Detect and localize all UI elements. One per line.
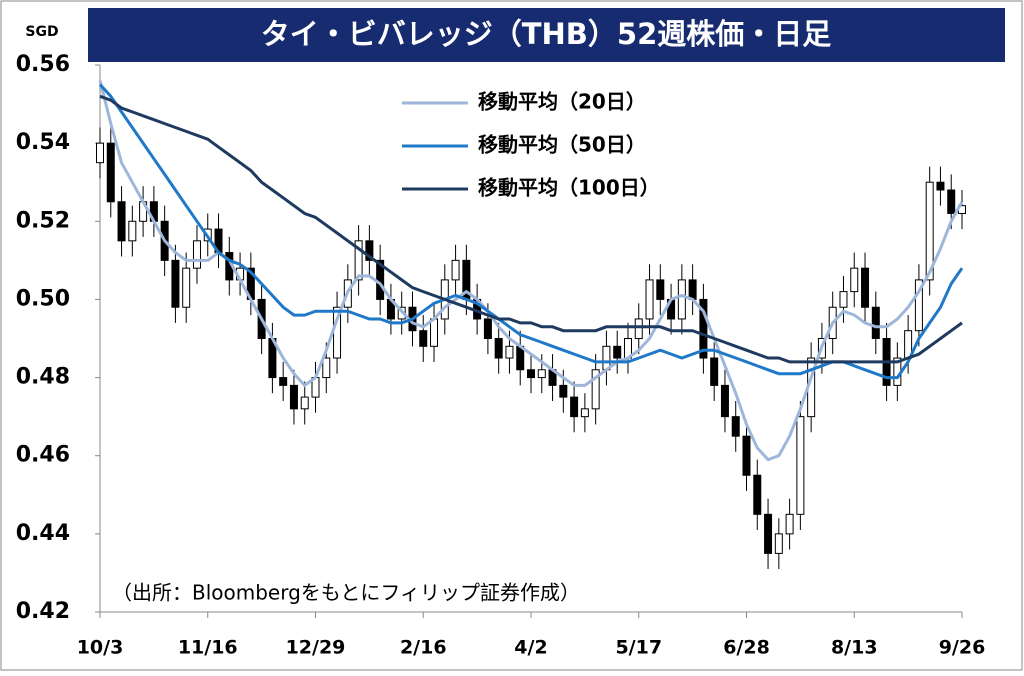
candle-body <box>947 189 956 214</box>
candle-body <box>365 240 374 261</box>
y-tick-label: 0.50 <box>16 286 70 311</box>
candle-body <box>106 142 115 203</box>
x-tick-label: 10/3 <box>77 637 124 659</box>
candle-body <box>182 267 191 308</box>
candle-body <box>300 396 309 410</box>
legend-label: 移動平均（100日） <box>478 176 660 200</box>
candle-body <box>656 279 665 300</box>
candle-body <box>861 267 870 308</box>
candle-body <box>430 318 439 347</box>
x-tick-label: 12/29 <box>286 637 346 659</box>
candle-body <box>117 201 126 242</box>
candle-body <box>774 533 783 554</box>
candle-body <box>914 279 923 332</box>
candle-body <box>96 142 104 164</box>
candle-body <box>537 369 546 379</box>
candle-body <box>128 220 137 242</box>
candle-body <box>785 513 794 535</box>
y-tick-label: 0.46 <box>16 443 70 468</box>
candle-body <box>192 240 201 269</box>
x-tick-label: 6/28 <box>723 637 770 659</box>
candle-body <box>796 416 805 515</box>
candle-body <box>731 416 740 437</box>
candle-body <box>494 338 503 359</box>
moving-average-line <box>98 83 964 380</box>
candle-body <box>871 306 880 340</box>
candle-body <box>839 291 848 308</box>
title-banner <box>88 8 1005 62</box>
candle-body <box>710 357 719 386</box>
candle-body <box>580 408 589 418</box>
moving-average-line <box>98 80 964 462</box>
candle-body <box>483 318 492 340</box>
candle-body <box>850 267 859 293</box>
candle-body <box>688 279 697 300</box>
x-tick-label: 4/2 <box>514 637 547 659</box>
candle-body <box>354 240 363 281</box>
candle-body <box>634 318 643 340</box>
y-tick-label: 0.48 <box>16 365 70 390</box>
x-tick-label: 11/16 <box>178 637 238 659</box>
x-tick-label: 5/17 <box>615 637 662 659</box>
y-axis-unit: SGD <box>25 24 58 40</box>
candle-body <box>171 259 180 308</box>
y-tick-label: 0.42 <box>16 599 70 624</box>
y-tick-label: 0.54 <box>16 130 70 155</box>
candle-body <box>322 357 331 379</box>
candle-body <box>570 396 579 418</box>
moving-average-line <box>99 94 963 364</box>
candle-body <box>613 345 622 359</box>
x-tick-label: 2/16 <box>400 637 447 659</box>
candle-body <box>591 369 600 410</box>
candle-body <box>419 330 428 347</box>
candle-body <box>559 384 568 398</box>
candle-body <box>742 435 751 476</box>
y-tick-label: 0.44 <box>16 521 70 546</box>
candle-body <box>451 259 460 281</box>
candle-body <box>753 474 762 515</box>
candle-body <box>527 369 535 379</box>
legend-label: 移動平均（20日） <box>478 90 646 114</box>
candle-body <box>677 279 686 320</box>
candle-body <box>764 513 773 554</box>
legend-label: 移動平均（50日） <box>478 133 646 157</box>
x-tick-label: 9/26 <box>939 637 986 659</box>
candle-body <box>936 181 945 191</box>
candle-body <box>699 298 708 359</box>
candle-body <box>279 377 288 386</box>
candle-body <box>720 384 729 418</box>
candle-body <box>645 279 654 320</box>
candle-body <box>925 181 934 281</box>
chart-title: タイ・ビバレッジ（THB）52週株価・日足 <box>261 17 832 51</box>
x-tick-label: 8/13 <box>831 637 878 659</box>
candle-body <box>505 345 514 359</box>
y-tick-label: 0.56 <box>16 52 70 77</box>
candle-body <box>289 384 298 410</box>
source-note: （出所：Bloombergをもとにフィリップ証券作成） <box>112 581 580 605</box>
y-tick-label: 0.52 <box>16 208 70 233</box>
